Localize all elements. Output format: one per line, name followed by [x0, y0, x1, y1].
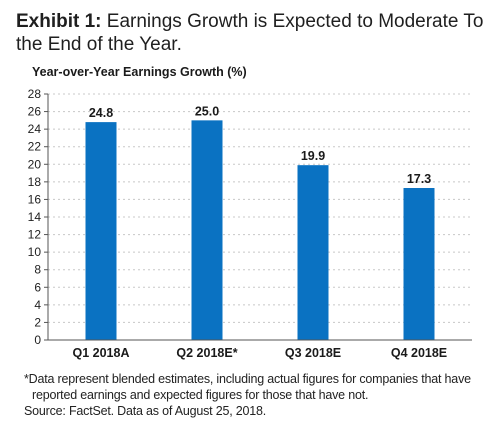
y-tick-label: 14	[28, 210, 42, 224]
y-tick-label: 4	[34, 298, 41, 312]
x-tick-label: Q4 2018E	[391, 346, 447, 360]
data-label: 19.9	[301, 149, 325, 163]
data-label: 25.0	[195, 104, 219, 118]
exhibit-number: Exhibit 1:	[16, 11, 102, 32]
y-tick-label: 8	[34, 263, 41, 277]
y-tick-label: 0	[34, 333, 41, 347]
exhibit-title: Exhibit 1: Earnings Growth is Expected t…	[16, 10, 484, 56]
y-tick-label: 20	[28, 157, 42, 171]
footnote: *Data represent blended estimates, inclu…	[24, 371, 484, 419]
data-labels: 24.8 25.0 19.9 17.3	[89, 104, 431, 186]
exhibit-heading: Earnings Growth is Expected to Moderate …	[16, 11, 484, 55]
source-note: Source: FactSet. Data as of August 25, 2…	[24, 404, 267, 418]
y-tick-label: 12	[28, 228, 42, 242]
chart-title: Year-over-Year Earnings Growth (%)	[32, 65, 247, 79]
bar	[191, 120, 223, 340]
bar-chart: Year-over-Year Earnings Growth (%) 02468…	[28, 65, 472, 360]
grid-lines	[48, 93, 472, 323]
y-tick-label: 16	[28, 192, 42, 206]
footnote-line-1: *Data represent blended estimates, inclu…	[24, 372, 471, 386]
bars	[85, 120, 435, 340]
footnote-line-2: reported earnings and expected figures f…	[32, 388, 369, 402]
bar	[85, 122, 117, 340]
data-label: 17.3	[407, 172, 431, 186]
data-label: 24.8	[89, 106, 113, 120]
y-tick-label: 18	[28, 175, 42, 189]
bar	[403, 188, 435, 340]
y-tick-label: 28	[28, 87, 42, 101]
bar	[297, 165, 329, 340]
y-tick-label: 10	[28, 245, 42, 259]
x-tick-label: Q2 2018E*	[176, 346, 237, 360]
y-tick-label: 6	[34, 280, 41, 294]
y-tick-label: 24	[28, 122, 42, 136]
y-tick-label: 26	[28, 105, 42, 119]
x-tick-label: Q3 2018E	[285, 346, 341, 360]
y-tick-label: 22	[28, 140, 42, 154]
x-tick-label: Q1 2018A	[73, 346, 130, 360]
y-tick-label: 2	[34, 315, 41, 329]
x-axis-ticks: Q1 2018A Q2 2018E* Q3 2018E Q4 2018E	[73, 346, 448, 360]
